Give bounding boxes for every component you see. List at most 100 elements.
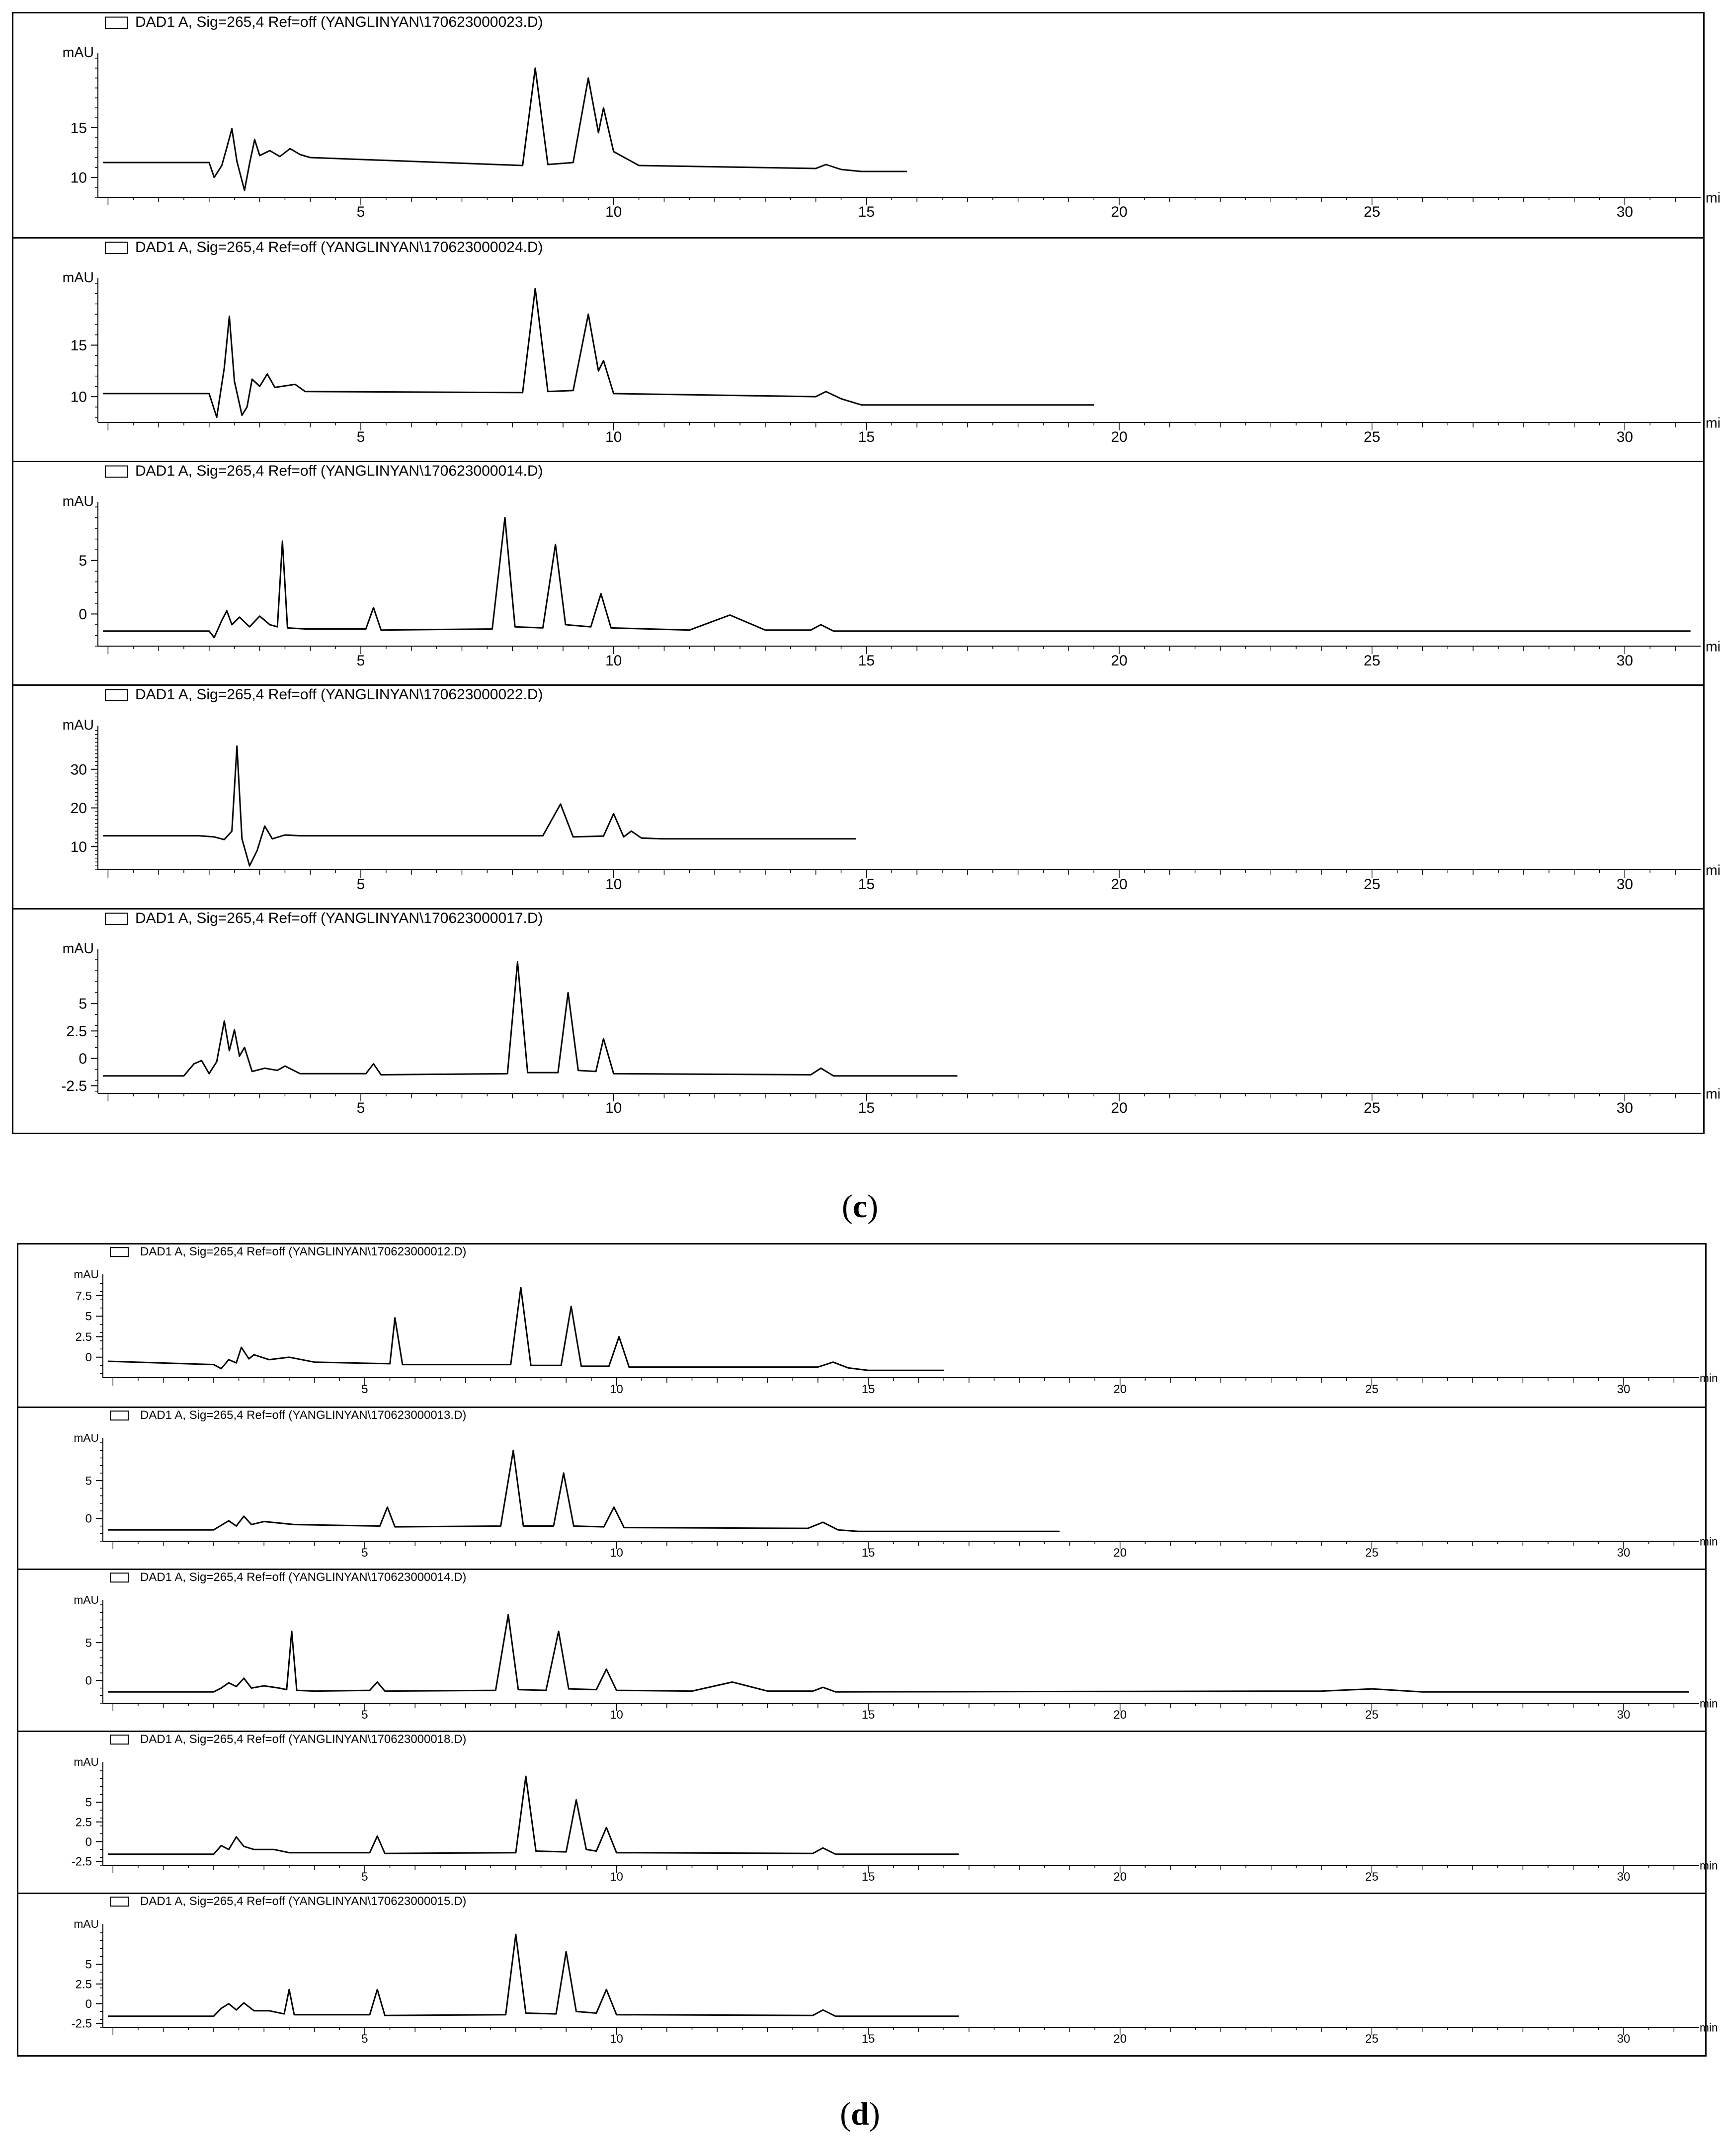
y-tick-label: 5: [79, 996, 87, 1012]
x-tick-label: 10: [605, 876, 622, 893]
y-tick-label: 10: [71, 839, 87, 855]
chromatogram-trace: [108, 1775, 959, 1855]
chromatogram-svg: DAD1 A, Sig=265,4 Ref=off (YANGLINYAN\17…: [72, 1895, 1718, 2046]
x-tick-label: 25: [1364, 1100, 1380, 1116]
chromatogram-trace: [103, 517, 1691, 639]
x-tick-label: 5: [357, 653, 365, 669]
chromatogram-panel: DAD1 A, Sig=265,4 Ref=off (YANGLINYAN\17…: [18, 1244, 1718, 1407]
y-tick-label: 0: [85, 1997, 92, 2011]
y-tick-label: 5: [85, 1958, 92, 1972]
y-tick-label: -2.5: [61, 1078, 87, 1094]
x-axis-unit: min: [1700, 1371, 1718, 1384]
legend-swatch-icon: [105, 242, 128, 254]
chromatogram-trace: [108, 1614, 1689, 1693]
x-tick-label: 5: [361, 1870, 368, 1884]
y-axis-label: mAU: [63, 270, 94, 286]
legend-swatch-icon: [105, 689, 128, 701]
y-tick-label: 0: [79, 606, 87, 623]
y-axis-label: mAU: [63, 45, 94, 61]
y-tick-label: 5: [85, 1310, 92, 1324]
x-tick-label: 30: [1617, 429, 1633, 445]
x-tick-label: 25: [1365, 1546, 1379, 1560]
y-axis-label: mAU: [63, 494, 94, 509]
x-tick-label: 10: [605, 653, 622, 669]
x-tick-label: 15: [858, 1100, 875, 1116]
x-tick-label: 15: [858, 653, 875, 669]
x-tick-label: 10: [605, 204, 622, 220]
x-tick-label: 25: [1364, 876, 1380, 893]
x-tick-label: 30: [1617, 653, 1633, 669]
x-tick-label: 15: [862, 1708, 875, 1722]
y-tick-label: 15: [71, 120, 87, 137]
x-tick-label: 25: [1365, 1383, 1379, 1396]
chromatogram-svg: DAD1 A, Sig=265,4 Ref=off (YANGLINYAN\17…: [63, 686, 1720, 893]
x-axis-unit: min: [1700, 1697, 1718, 1710]
x-tick-label: 15: [858, 876, 875, 893]
x-tick-label: 20: [1113, 2032, 1127, 2046]
legend-swatch-icon: [110, 1573, 129, 1583]
y-tick-label: -2.5: [72, 2017, 92, 2030]
x-tick-label: 20: [1111, 876, 1127, 893]
caption-letter-c: c: [852, 1188, 868, 1225]
y-tick-label: 5: [85, 1796, 92, 1810]
y-axis-label: mAU: [74, 1917, 99, 1930]
x-tick-label: 10: [610, 2032, 623, 2046]
y-tick-label: 7.5: [76, 1289, 92, 1303]
chromatogram-svg: DAD1 A, Sig=265,4 Ref=off (YANGLINYAN\17…: [63, 463, 1720, 669]
chart-title: DAD1 A, Sig=265,4 Ref=off (YANGLINYAN\17…: [140, 1895, 466, 1908]
figure-caption-c: (c): [841, 1188, 879, 1225]
chromatogram-trace: [103, 287, 1094, 418]
chromatogram-trace: [103, 67, 907, 191]
x-tick-label: 25: [1364, 429, 1380, 445]
chromatogram-panel: DAD1 A, Sig=265,4 Ref=off (YANGLINYAN\17…: [13, 237, 1720, 461]
y-axis-label: mAU: [74, 1755, 99, 1768]
legend-swatch-icon: [110, 1735, 129, 1745]
x-tick-label: 30: [1617, 1870, 1631, 1884]
x-axis-unit: min: [1706, 1086, 1720, 1102]
chromatogram-panel: DAD1 A, Sig=265,4 Ref=off (YANGLINYAN\17…: [13, 13, 1720, 237]
legend-swatch-icon: [110, 1897, 129, 1907]
chart-title: DAD1 A, Sig=265,4 Ref=off (YANGLINYAN\17…: [135, 686, 543, 703]
x-tick-label: 5: [357, 204, 365, 220]
x-tick-label: 25: [1365, 1708, 1379, 1722]
chart-title: DAD1 A, Sig=265,4 Ref=off (YANGLINYAN\17…: [135, 14, 543, 30]
chromatogram-panel: DAD1 A, Sig=265,4 Ref=off (YANGLINYAN\17…: [18, 1893, 1718, 2055]
chromatogram-panel: DAD1 A, Sig=265,4 Ref=off (YANGLINYAN\17…: [18, 1731, 1718, 1893]
chromatogram-trace: [108, 1449, 1060, 1532]
y-tick-label: 0: [85, 1835, 92, 1849]
x-tick-label: 5: [357, 429, 365, 445]
x-tick-label: 30: [1617, 2032, 1631, 2046]
x-tick-label: 30: [1617, 204, 1633, 220]
x-tick-label: 5: [361, 1546, 368, 1560]
y-tick-label: 2.5: [66, 1023, 87, 1040]
chromatogram-group-c: DAD1 A, Sig=265,4 Ref=off (YANGLINYAN\17…: [12, 12, 1720, 1134]
y-tick-label: 5: [85, 1475, 92, 1488]
x-axis-unit: min: [1700, 1535, 1718, 1548]
x-tick-label: 10: [610, 1708, 623, 1722]
x-axis-unit: min: [1706, 863, 1720, 879]
y-tick-label: 20: [71, 800, 87, 817]
x-tick-label: 5: [361, 1708, 368, 1722]
y-tick-label: 2.5: [76, 1330, 92, 1344]
y-tick-label: 10: [71, 170, 87, 186]
chart-title: DAD1 A, Sig=265,4 Ref=off (YANGLINYAN\17…: [140, 1571, 466, 1584]
x-tick-label: 15: [862, 1383, 875, 1396]
chromatogram-group-d: DAD1 A, Sig=265,4 Ref=off (YANGLINYAN\17…: [17, 1243, 1718, 2057]
x-tick-label: 5: [361, 1383, 368, 1396]
chromatogram-panel: DAD1 A, Sig=265,4 Ref=off (YANGLINYAN\17…: [18, 1407, 1718, 1569]
y-tick-label: 0: [85, 1351, 92, 1364]
x-axis-unit: min: [1706, 190, 1720, 206]
y-tick-label: 2.5: [76, 1978, 92, 1991]
y-tick-label: 2.5: [76, 1816, 92, 1829]
y-tick-label: 0: [85, 1674, 92, 1688]
x-tick-label: 10: [610, 1383, 623, 1396]
x-tick-label: 5: [357, 876, 365, 893]
y-tick-label: -2.5: [72, 1855, 92, 1868]
chromatogram-panel: DAD1 A, Sig=265,4 Ref=off (YANGLINYAN\17…: [13, 908, 1720, 1132]
chart-title: DAD1 A, Sig=265,4 Ref=off (YANGLINYAN\17…: [135, 463, 543, 479]
x-tick-label: 10: [605, 429, 622, 445]
x-tick-label: 20: [1111, 429, 1127, 445]
x-axis-unit: min: [1706, 639, 1720, 655]
x-tick-label: 30: [1617, 876, 1633, 893]
x-tick-label: 5: [361, 2032, 368, 2046]
